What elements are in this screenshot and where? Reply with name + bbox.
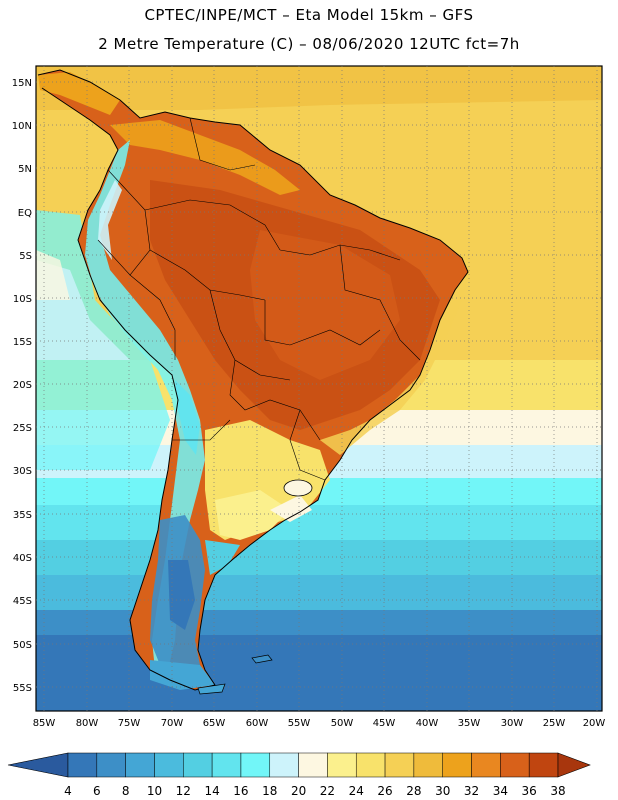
colorbar-legend: 4 6 8 10 12 14 16 18 20 22 24 26 28 30 32 34 36 38 [7, 752, 591, 798]
lat-label: 25S [13, 423, 32, 434]
colorbar-swatch [154, 752, 184, 778]
lon-label: 65W [203, 718, 226, 729]
lat-label: 35S [13, 510, 32, 521]
lat-label: EQ [18, 208, 32, 219]
colorbar-level-label: 18 [262, 784, 277, 798]
colorbar-swatch [269, 752, 299, 778]
colorbar-swatch [413, 752, 443, 778]
lon-label: 55W [288, 718, 311, 729]
lat-label: 20S [13, 380, 32, 391]
colorbar-swatch [96, 752, 126, 778]
colorbar-swatch [384, 752, 415, 778]
colorbar-swatch [442, 752, 472, 778]
colorbar-level-label: 20 [291, 784, 306, 798]
lat-label: 15S [13, 337, 32, 348]
colorbar-swatch [355, 752, 386, 778]
lat-label: 15N [12, 78, 32, 89]
ocean-band-12 [36, 575, 602, 615]
map-title-line-2: 2 Metre Temperature (C) – 08/06/2020 12U… [98, 35, 520, 53]
colorbar-level-label: 34 [493, 784, 508, 798]
colorbar-level-label: 16 [233, 784, 248, 798]
colorbar-level-label: 8 [122, 784, 130, 798]
lon-label: 60W [246, 718, 269, 729]
colorbar-swatch [327, 752, 357, 778]
lat-label: 45S [13, 596, 32, 607]
ocean-band-14 [36, 540, 602, 580]
lon-label: 85W [33, 718, 56, 729]
lon-label: 40W [416, 718, 439, 729]
ocean-band-16 [36, 505, 602, 545]
country-borders [97, 117, 421, 481]
map-title-line-1: CPTEC/INPE/MCT – Eta Model 15km – GFS [144, 6, 474, 24]
plot-area [36, 66, 602, 711]
lat-label: 10N [12, 121, 32, 132]
colorbar-level-label: 12 [176, 784, 191, 798]
coastline [37, 69, 469, 691]
lon-label: 30W [501, 718, 524, 729]
colorbar-swatch [211, 752, 242, 778]
lon-label: 45W [373, 718, 396, 729]
colorbar-swatch [240, 752, 271, 778]
colorbar-swatch [471, 752, 501, 778]
colorbar-level-label: 28 [406, 784, 421, 798]
colorbar-swatch [67, 752, 98, 778]
colorbar-level-label: 38 [550, 784, 565, 798]
colorbar-level-label: 10 [147, 784, 162, 798]
lon-label: 35W [458, 718, 481, 729]
lat-label: 40S [13, 553, 32, 564]
colorbar-level-label: 36 [522, 784, 537, 798]
lon-label: 25W [543, 718, 566, 729]
colorbar-level-label: 32 [464, 784, 479, 798]
plot-frame [35, 65, 603, 712]
colorbar-swatch [528, 752, 559, 778]
lat-label: 30S [13, 466, 32, 477]
lat-label: 5S [19, 251, 32, 262]
lon-label: 80W [76, 718, 99, 729]
colorbar-level-label: 24 [349, 784, 364, 798]
colorbar-level-label: 6 [93, 784, 101, 798]
lon-label: 50W [331, 718, 354, 729]
lon-label: 70W [161, 718, 184, 729]
colorbar-level-label: 30 [435, 784, 450, 798]
colorbar-level-label: 22 [320, 784, 335, 798]
colorbar-level-label: 14 [204, 784, 219, 798]
lat-label: 10S [13, 294, 32, 305]
lat-label: 50S [13, 640, 32, 651]
colorbar-level-label: 26 [377, 784, 392, 798]
lat-label: 5N [18, 164, 32, 175]
lat-label: 55S [13, 683, 32, 694]
colorbar-swatch [125, 752, 155, 778]
colorbar-arrow-left [7, 752, 69, 778]
colorbar-swatch [500, 752, 530, 778]
lon-label: 20W [583, 718, 606, 729]
colorbar-arrow-right [557, 752, 591, 778]
colorbar-swatch [298, 752, 328, 778]
ocean-band-8 [36, 635, 602, 711]
lon-label: 75W [118, 718, 141, 729]
colorbar-swatch [183, 752, 213, 778]
colorbar-level-label: 4 [64, 784, 72, 798]
longitude-labels: 85W 80W 75W 70W 65W 60W 55W 50W 45W 40W … [33, 718, 606, 729]
latitude-labels: 15N 10N 5N EQ 5S 10S 15S 20S 25S 30S 35S… [12, 78, 32, 694]
